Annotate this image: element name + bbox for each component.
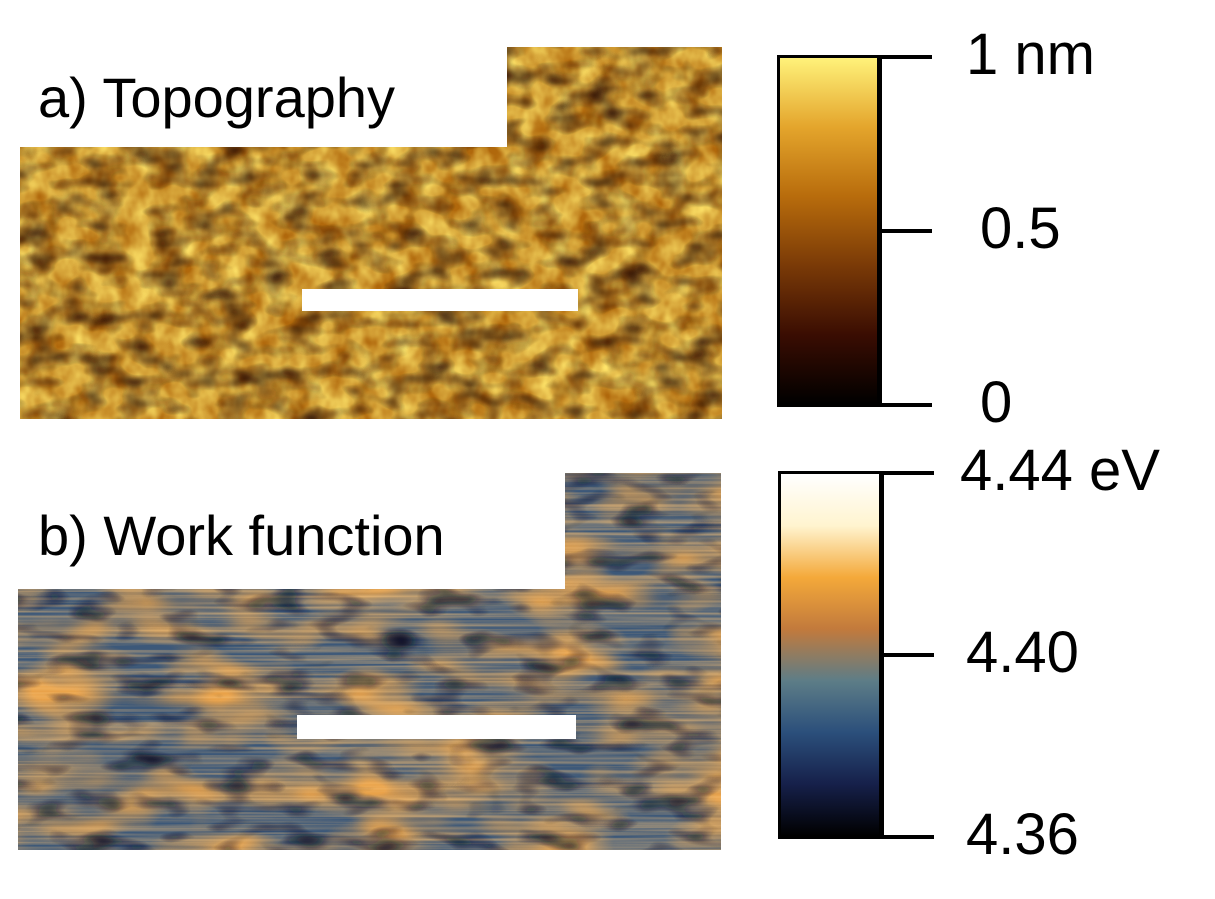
work-function-colorbar-tick-label: 4.44 eV xyxy=(960,438,1160,503)
work-function-panel-label: b) Work function xyxy=(38,504,445,567)
work-function-colorbar-tick-label: 4.40 xyxy=(966,620,1079,685)
work-function-colorbar-tick-label: 4.36 xyxy=(966,802,1079,867)
topography-colorbar-tick-mark xyxy=(880,229,932,233)
work-function-colorbar-tick-mark xyxy=(882,653,934,657)
topography-colorbar xyxy=(777,55,880,407)
work-function-colorbar-tick-mark xyxy=(882,835,934,839)
work-function-colorbar xyxy=(778,471,882,839)
topography-colorbar-tick-label: 1 nm xyxy=(966,22,1095,87)
topography-label-background xyxy=(20,47,507,147)
work-function-scale-bar xyxy=(297,715,576,739)
topography-colorbar-tick-mark xyxy=(880,403,932,407)
topography-panel-label: a) Topography xyxy=(38,66,395,129)
topography-colorbar-tick-label: 0.5 xyxy=(980,196,1061,261)
work-function-label-background xyxy=(18,473,565,589)
work-function-colorbar-tick-mark xyxy=(882,471,934,475)
topography-colorbar-tick-label: 0 xyxy=(980,370,1013,435)
topography-colorbar-tick-mark xyxy=(880,55,932,59)
topography-scale-bar xyxy=(302,289,578,311)
